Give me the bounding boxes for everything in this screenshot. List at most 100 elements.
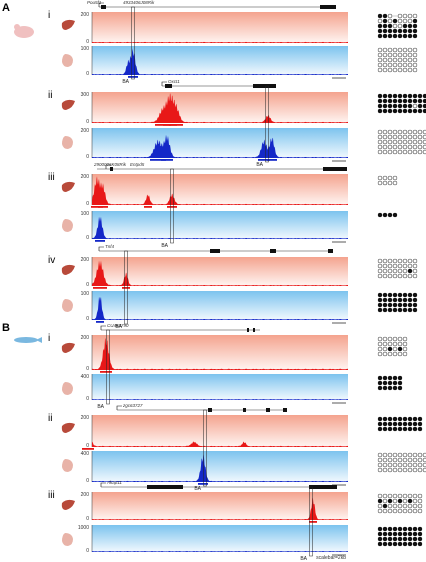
- unmethylated-cpg: [377, 52, 383, 58]
- unmethylated-cpg: [392, 47, 398, 53]
- methylated-cpg: [382, 103, 388, 109]
- y-tick-min: 0: [86, 154, 89, 160]
- methylated-cpg: [402, 33, 408, 39]
- unmethylated-cpg: [382, 57, 388, 63]
- methylated-cpg: [387, 98, 393, 104]
- unmethylated-cpg: [417, 467, 423, 473]
- unmethylated-cpg: [392, 57, 398, 63]
- unmethylated-cpg: [387, 508, 393, 514]
- methylated-cpg: [382, 292, 388, 298]
- liver-signal: [92, 41, 348, 43]
- methylated-cpg: [382, 380, 388, 386]
- unmethylated-cpg: [387, 134, 393, 140]
- unmethylated-cpg: [412, 134, 418, 140]
- liver-icon: [61, 342, 75, 353]
- unmethylated-cpg: [382, 67, 388, 73]
- pancreas-icon: [62, 459, 73, 472]
- methylated-cpg: [397, 307, 403, 313]
- methylated-cpg: [377, 421, 383, 427]
- methylated-cpg: [397, 426, 403, 432]
- gene-name: Tnf4: [105, 244, 115, 249]
- y-tick-max: 200: [81, 128, 90, 134]
- methylated-cpg: [407, 297, 413, 303]
- methylated-cpg: [407, 28, 413, 34]
- liver-track: [92, 335, 348, 370]
- unmethylated-cpg: [402, 351, 408, 357]
- ba-label: BA: [115, 324, 122, 330]
- pancreas-track: [92, 451, 348, 482]
- unmethylated-cpg: [422, 139, 426, 145]
- unmethylated-cpg: [397, 503, 403, 509]
- methylated-cpg: [397, 375, 403, 381]
- unmethylated-cpg: [412, 462, 418, 468]
- methylated-cpg: [407, 103, 413, 109]
- subpanel-label: iii: [48, 490, 55, 501]
- unmethylated-cpg: [402, 452, 408, 458]
- unmethylated-cpg: [377, 47, 383, 53]
- tss-arrow: [100, 482, 106, 487]
- unmethylated-cpg: [397, 508, 403, 514]
- liver-peak-bar: [91, 206, 103, 208]
- unmethylated-cpg: [382, 47, 388, 53]
- unmethylated-cpg: [377, 351, 383, 357]
- unmethylated-cpg: [377, 467, 383, 473]
- unmethylated-cpg: [387, 52, 393, 58]
- methylated-cpg: [407, 531, 413, 537]
- unmethylated-cpg: [382, 346, 388, 352]
- unmethylated-cpg: [412, 13, 418, 19]
- methylated-cpg: [387, 297, 393, 303]
- y-tick-max: 400: [81, 374, 90, 380]
- unmethylated-cpg: [417, 452, 423, 458]
- unmethylated-cpg: [417, 149, 423, 155]
- unmethylated-cpg: [412, 139, 418, 145]
- pancreas-peak-bar: [95, 240, 105, 242]
- unmethylated-cpg: [377, 503, 383, 509]
- unmethylated-cpg: [377, 139, 383, 145]
- unmethylated-cpg: [382, 268, 388, 274]
- unmethylated-cpg: [392, 149, 398, 155]
- unmethylated-cpg: [407, 493, 413, 499]
- unmethylated-cpg: [382, 62, 388, 68]
- methylated-cpg: [412, 526, 418, 532]
- ba-label: BA: [256, 162, 263, 168]
- unmethylated-cpg: [392, 462, 398, 468]
- scalebar-label: scalebar=2kb: [316, 555, 346, 561]
- zebrafish-icon: [14, 337, 38, 343]
- unmethylated-cpg: [397, 144, 403, 150]
- methylated-cpg: [392, 18, 398, 24]
- methylated-cpg: [387, 531, 393, 537]
- unmethylated-cpg: [422, 467, 426, 473]
- gene-name: Oxct1: [168, 79, 180, 84]
- unmethylated-cpg: [412, 103, 418, 109]
- exon: [247, 328, 249, 332]
- methylated-cpg: [377, 526, 383, 532]
- liver-track: [92, 257, 348, 286]
- methylated-cpg: [402, 103, 408, 109]
- exon: [243, 408, 246, 412]
- unmethylated-cpg: [397, 452, 403, 458]
- panel-letter-a: A: [2, 2, 10, 14]
- methylated-cpg: [392, 531, 398, 537]
- methylated-cpg: [387, 416, 393, 422]
- unmethylated-cpg: [392, 336, 398, 342]
- unmethylated-cpg: [387, 467, 393, 473]
- unmethylated-cpg: [387, 144, 393, 150]
- methylated-cpg: [382, 531, 388, 537]
- tss-arrow: [98, 2, 104, 7]
- methylated-cpg: [412, 23, 418, 29]
- unmethylated-cpg: [412, 129, 418, 135]
- unmethylated-cpg: [377, 263, 383, 269]
- methylated-cpg: [377, 541, 383, 547]
- unmethylated-cpg: [417, 462, 423, 468]
- unmethylated-cpg: [392, 175, 398, 181]
- unmethylated-cpg: [402, 258, 408, 264]
- methylated-cpg: [417, 416, 423, 422]
- methylated-cpg: [397, 346, 403, 352]
- unmethylated-cpg: [392, 129, 398, 135]
- methylated-cpg: [387, 28, 393, 34]
- subpanel-label: ii: [48, 413, 52, 424]
- unmethylated-cpg: [412, 62, 418, 68]
- unmethylated-cpg: [407, 62, 413, 68]
- unmethylated-cpg: [402, 273, 408, 279]
- mouse-ear-icon: [14, 24, 20, 30]
